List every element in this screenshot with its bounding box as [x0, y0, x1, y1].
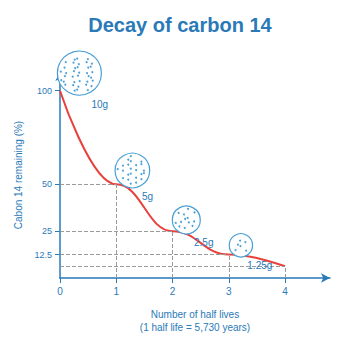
svg-text:100: 100	[37, 86, 52, 96]
svg-text:0: 0	[57, 286, 63, 297]
svg-text:4: 4	[282, 286, 288, 297]
svg-text:2: 2	[170, 286, 176, 297]
svg-text:12.5: 12.5	[34, 250, 52, 260]
svg-text:Number of half lives: Number of half lives	[151, 309, 239, 320]
svg-text:10g: 10g	[92, 99, 109, 110]
svg-text:1.25g: 1.25g	[247, 260, 272, 271]
svg-text:(1 half life = 5,730 years): (1 half life = 5,730 years)	[140, 322, 250, 333]
svg-text:Decay of carbon 14: Decay of carbon 14	[88, 14, 272, 36]
svg-text:5g: 5g	[142, 191, 153, 202]
svg-text:50: 50	[42, 179, 52, 189]
svg-text:Cabon 14 remaining (%): Cabon 14 remaining (%)	[13, 121, 24, 229]
svg-text:2.5g: 2.5g	[194, 237, 213, 248]
svg-text:25: 25	[42, 226, 52, 236]
svg-text:3: 3	[226, 286, 232, 297]
svg-text:1: 1	[113, 286, 119, 297]
